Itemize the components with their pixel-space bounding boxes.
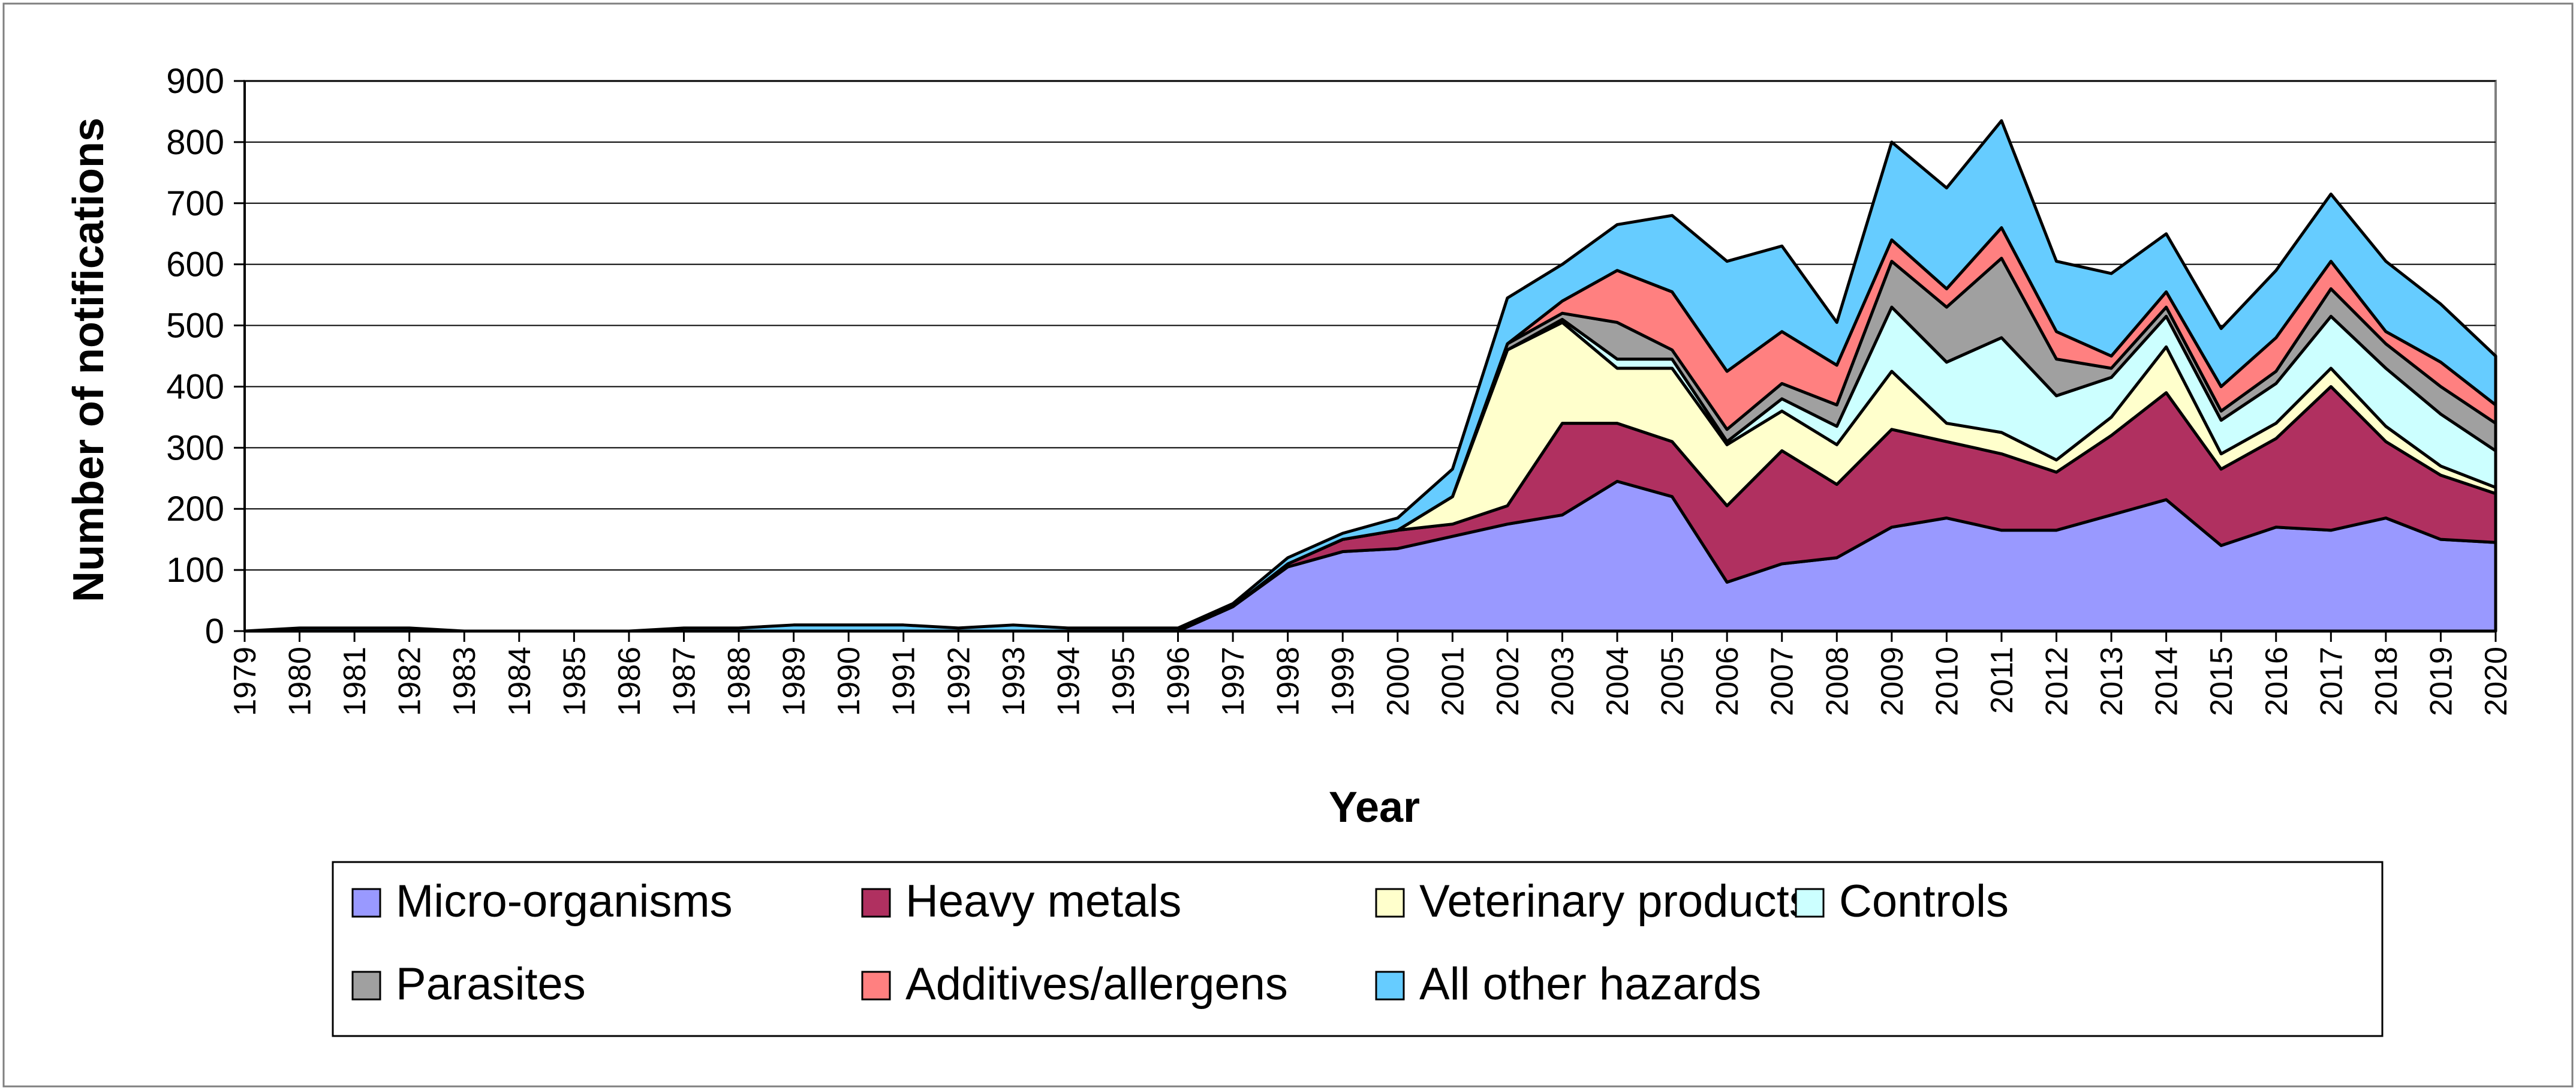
x-tick-label: 2001 [1436, 647, 1470, 716]
x-tick-label: 2015 [2204, 647, 2239, 716]
y-tick-label: 800 [166, 123, 224, 162]
x-tick-label: 2004 [1600, 647, 1635, 716]
x-tick-label: 1990 [832, 647, 866, 716]
x-tick-label: 1995 [1106, 647, 1141, 716]
x-tick-label: 1989 [777, 647, 812, 716]
legend-swatch-micro-organisms [351, 888, 381, 918]
x-tick-label: 2020 [2479, 647, 2514, 716]
y-tick-label: 200 [166, 490, 224, 529]
x-tick-label: 2009 [1875, 647, 1910, 716]
x-tick-label: 1991 [887, 647, 922, 716]
x-tick-label: 1983 [447, 647, 482, 716]
x-tick-label: 1987 [667, 647, 702, 716]
x-tick-label: 1980 [283, 647, 318, 716]
legend-swatch-heavy-metals [861, 888, 891, 918]
legend-swatch-additives-allergens [861, 971, 891, 1001]
y-tick-label: 400 [166, 367, 224, 406]
y-tick-label: 500 [166, 307, 224, 346]
x-tick-label: 1996 [1161, 647, 1196, 716]
y-axis-title: Number of notifications [65, 118, 113, 602]
legend-label-parasites: Parasites [396, 959, 586, 1010]
x-tick-label: 1979 [228, 647, 263, 716]
x-tick-label: 2006 [1710, 647, 1745, 716]
x-tick-label: 1985 [557, 647, 592, 716]
y-tick-label: 100 [166, 551, 224, 590]
x-tick-label: 1981 [338, 647, 372, 716]
legend-swatch-parasites [351, 971, 381, 1001]
x-tick-label: 2003 [1545, 647, 1580, 716]
x-axis-title: Year [1329, 783, 1420, 831]
y-axis-tick-labels: 0 100 200 300 400 500 600 700 800 900 [166, 62, 224, 651]
x-tick-label: 1993 [997, 647, 1031, 716]
x-tick-label: 1984 [502, 647, 537, 716]
legend-label-micro-organisms: Micro-organisms [396, 876, 733, 927]
x-tick-label: 2014 [2150, 647, 2184, 716]
y-tick-label: 900 [166, 62, 224, 101]
legend-label-additives-allergens: Additives/allergens [905, 959, 1288, 1010]
x-tick-label: 2017 [2314, 647, 2349, 716]
x-tick-label: 2002 [1491, 647, 1525, 716]
x-tick-label: 2005 [1656, 647, 1690, 716]
x-tick-label: 1982 [393, 647, 428, 716]
legend: Micro-organisms Heavy metals Veterinary pr… [351, 876, 2009, 1010]
y-tick-label: 700 [166, 184, 224, 223]
x-tick-label: 1998 [1271, 647, 1306, 716]
x-tick-label: 2000 [1381, 647, 1416, 716]
y-tick-label: 0 [205, 612, 224, 651]
legend-box [332, 861, 2384, 1037]
legend-swatch-controls [1795, 888, 1825, 918]
x-tick-label: 2007 [1765, 647, 1800, 716]
x-tick-label: 2008 [1820, 647, 1855, 716]
y-tick-label: 300 [166, 428, 224, 467]
x-tick-label: 2018 [2369, 647, 2404, 716]
x-tick-label: 2012 [2040, 647, 2075, 716]
x-tick-label: 1999 [1326, 647, 1361, 716]
legend-label-heavy-metals: Heavy metals [905, 876, 1181, 927]
legend-swatch-all-other-hazards [1375, 971, 1405, 1001]
legend-swatch-veterinary-products [1375, 888, 1405, 918]
x-tick-label: 2010 [1930, 647, 1964, 716]
x-tick-label: 1988 [722, 647, 757, 716]
x-tick-label: 2016 [2259, 647, 2294, 716]
x-tick-label: 1997 [1216, 647, 1251, 716]
x-tick-label: 1994 [1051, 647, 1086, 716]
x-tick-label: 1986 [612, 647, 647, 716]
x-tick-label: 2013 [2094, 647, 2129, 716]
x-tick-label: 2019 [2424, 647, 2458, 716]
x-axis-tick-labels: 1979 1980 1981 1982 1983 1984 1985 1986 1987 1988… [228, 631, 2514, 716]
x-tick-label: 1992 [941, 647, 976, 716]
y-tick-label: 600 [166, 245, 224, 284]
x-tick-label: 2011 [1985, 647, 2020, 714]
legend-label-all-other-hazards: All other hazards [1419, 959, 1761, 1010]
legend-label-controls: Controls [1839, 876, 2009, 927]
legend-label-veterinary-products: Veterinary products [1419, 876, 1812, 927]
